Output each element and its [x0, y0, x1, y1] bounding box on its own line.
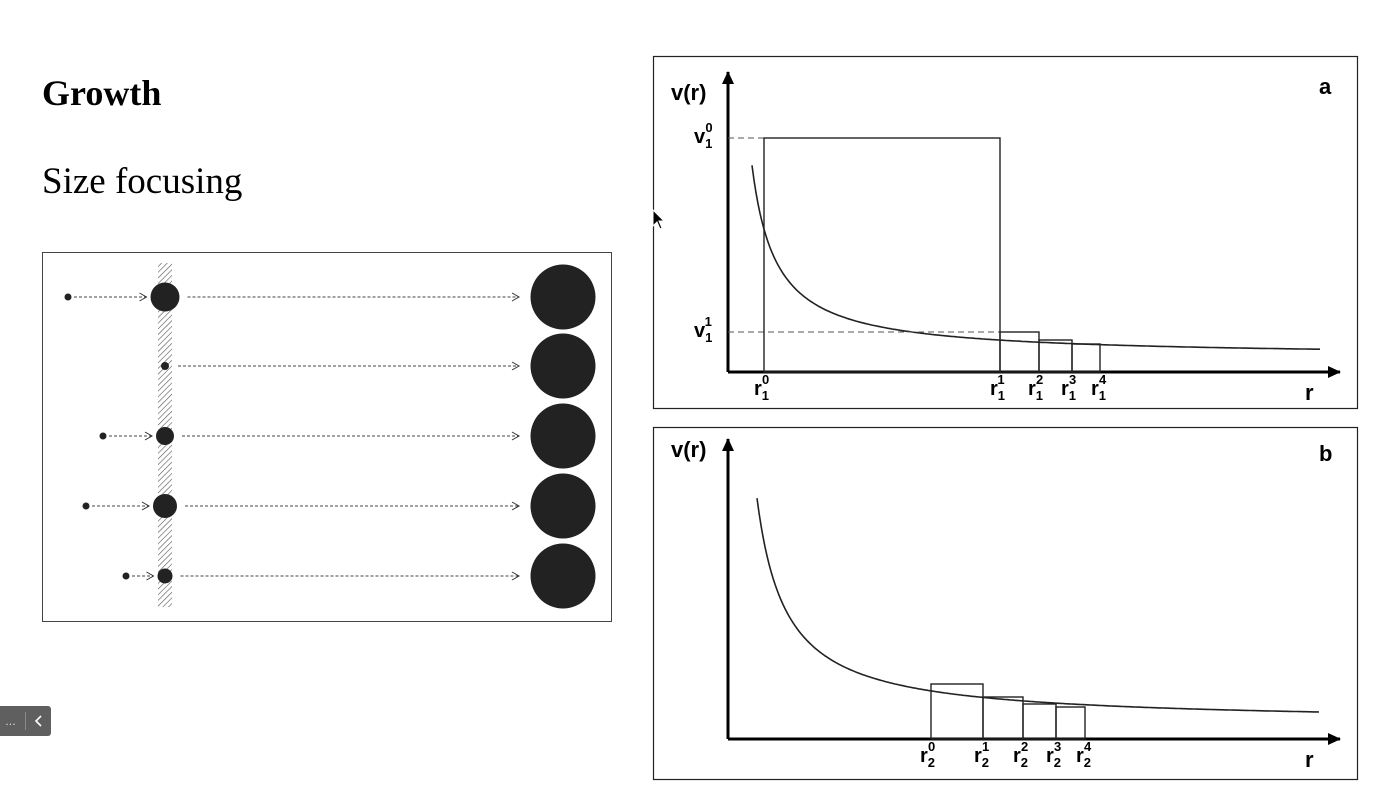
toolbar-text[interactable]: ...	[5, 714, 16, 728]
final-particle	[530, 473, 596, 539]
particle-row-4	[82, 473, 596, 539]
intermediate-particle	[153, 494, 177, 518]
panel-a-frame	[652, 55, 1359, 410]
panel-b-r-label-1: r21	[974, 739, 989, 770]
panel-b-r-label-4: r24	[1076, 739, 1092, 770]
slide-subtitle: Size focusing	[42, 161, 243, 202]
panel-a: a v(r) r v10 v11 r10 r11 r12 r13 r14	[652, 55, 1359, 410]
particle-row-2	[161, 333, 596, 399]
illustration-frame	[42, 252, 612, 622]
panel-b-frame	[652, 426, 1359, 781]
intermediate-particle	[161, 362, 169, 370]
panel-a-r-label-2: r12	[1028, 372, 1043, 403]
slide-title: Growth	[42, 73, 162, 113]
panel-b-curve	[756, 498, 1320, 713]
initial-particle	[64, 293, 72, 301]
initial-particle	[82, 502, 90, 510]
mouse-cursor-icon	[652, 209, 666, 230]
particle-row-1	[64, 264, 596, 330]
size-focusing-illustration	[42, 252, 612, 622]
previous-slide-button[interactable]	[30, 706, 48, 736]
panel-a-r-label-4: r14	[1091, 372, 1107, 403]
final-particle	[530, 543, 596, 609]
panel-b-x-axis-label: r	[1305, 747, 1314, 772]
panel-a-r-label-0: r10	[754, 372, 769, 403]
panel-a-r-label-1: r11	[990, 372, 1005, 403]
panel-b-y-axis-label: v(r)	[671, 437, 706, 462]
panel-b-r-label-2: r22	[1013, 739, 1028, 770]
final-particle	[530, 333, 596, 399]
initial-particle	[99, 432, 107, 440]
panel-a-letter: a	[1319, 74, 1332, 99]
panel-b-letter: b	[1319, 441, 1332, 466]
panel-b-step-4	[1055, 706, 1086, 740]
intermediate-particle	[157, 568, 173, 584]
panel-a-step-4	[1071, 343, 1101, 373]
toolbar-divider	[25, 712, 26, 730]
panel-b-r-label-3: r23	[1046, 739, 1061, 770]
final-particle	[530, 403, 596, 469]
panel-a-y-axis-label: v(r)	[671, 80, 706, 105]
panel-a-r-label-3: r13	[1061, 372, 1076, 403]
panel-a-x-axis-label: r	[1305, 380, 1314, 405]
presentation-toolbar: ...	[0, 706, 51, 736]
intermediate-particle	[150, 282, 180, 312]
particle-row-3	[99, 403, 596, 469]
chevron-left-icon	[34, 715, 42, 727]
panel-a-step-1	[763, 137, 1001, 373]
panel-a-v-label-0: v10	[694, 120, 713, 151]
initial-particle	[122, 572, 130, 580]
panel-b: b v(r) r r20 r21 r22 r23 r24	[652, 426, 1359, 781]
panel-a-v-label-1: v11	[694, 314, 712, 345]
final-particle	[530, 264, 596, 330]
panel-b-r-label-0: r20	[920, 739, 935, 770]
panel-a-curve	[751, 165, 1320, 350]
intermediate-particle	[156, 427, 174, 445]
particle-row-5	[122, 543, 596, 609]
